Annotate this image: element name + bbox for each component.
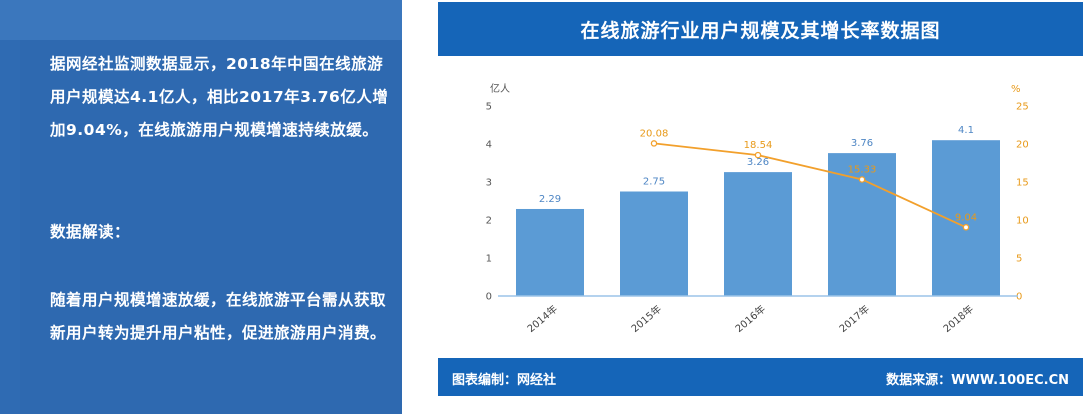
- interpretation-heading: 数据解读：: [50, 223, 131, 241]
- chart-title: 在线旅游行业用户规模及其增长率数据图: [438, 2, 1083, 56]
- bar: [620, 191, 688, 296]
- bar-value-label: 3.26: [747, 157, 769, 168]
- bar-value-label: 2.29: [539, 194, 561, 205]
- y-tick-left: 2: [486, 216, 492, 227]
- line-value-label: 20.08: [640, 128, 669, 139]
- interpretation-paragraph: 随着用户规模增速放缓，在线旅游平台需从获取新用户转为提升用户粘性，促进旅游用户消…: [50, 291, 387, 342]
- bar-value-label: 2.75: [643, 177, 665, 188]
- y-tick-right: 25: [1016, 102, 1029, 113]
- x-tick-label: 2018年: [940, 302, 976, 335]
- y-tick-right: 10: [1016, 216, 1029, 227]
- footer-source: 数据来源：WWW.100EC.CN: [886, 373, 1069, 388]
- growth-line: [653, 142, 967, 229]
- summary-paragraph: 据网经社监测数据显示，2018年中国在线旅游用户规模达4.1亿人，相比2017年…: [50, 55, 389, 139]
- line-point: [754, 151, 762, 159]
- bar: [516, 208, 584, 296]
- y-axis-label-left: 亿人: [490, 82, 510, 95]
- panel-body: [20, 40, 402, 414]
- y-tick-left: 3: [486, 178, 492, 189]
- left-panel: [0, 0, 402, 414]
- panel-tab: [0, 0, 402, 40]
- x-tick-label: 2016年: [732, 302, 768, 335]
- line-value-label: 15.33: [848, 164, 877, 175]
- line-point: [858, 176, 866, 183]
- y-tick-left: 1: [486, 254, 492, 265]
- chart-card: 在线旅游行业用户规模及其增长率数据图 亿人% 0 1 2 3 4 5 0 5 10 15 20 25 2.…: [438, 2, 1083, 396]
- y-tick-right: 15: [1016, 178, 1029, 189]
- y-axis-label-right: %: [1011, 84, 1021, 95]
- x-tick-label: 2015年: [628, 302, 664, 335]
- line-point: [962, 224, 970, 231]
- chart-footer: 图表编制：网经社 数据来源：WWW.100EC.CN: [438, 358, 1083, 396]
- footer-credit: 图表编制：网经社: [452, 373, 557, 388]
- line-value-label: 18.54: [744, 140, 773, 151]
- bar: [932, 140, 1000, 296]
- chart-plot: 亿人 % 0 1 2 3 4 5 0 5 10 15 20 25 2.29 2.75 3.26 3.76 4.1 20…: [486, 82, 1029, 335]
- y-tick-right: 0: [1016, 292, 1022, 303]
- x-tick-label: 2017年: [836, 302, 872, 335]
- line-point: [650, 140, 658, 147]
- bar-value-label: 3.76: [851, 138, 873, 149]
- y-tick-right: 5: [1016, 254, 1022, 265]
- line-value-label: 9.04: [955, 212, 977, 223]
- y-tick-right: 20: [1016, 140, 1029, 151]
- y-tick-left: 5: [486, 102, 492, 113]
- x-tick-label: 2014年: [524, 302, 560, 335]
- y-tick-left: 0: [486, 292, 492, 303]
- bar-value-label: 4.1: [958, 125, 974, 136]
- bar: [724, 172, 792, 296]
- y-tick-left: 4: [486, 140, 492, 151]
